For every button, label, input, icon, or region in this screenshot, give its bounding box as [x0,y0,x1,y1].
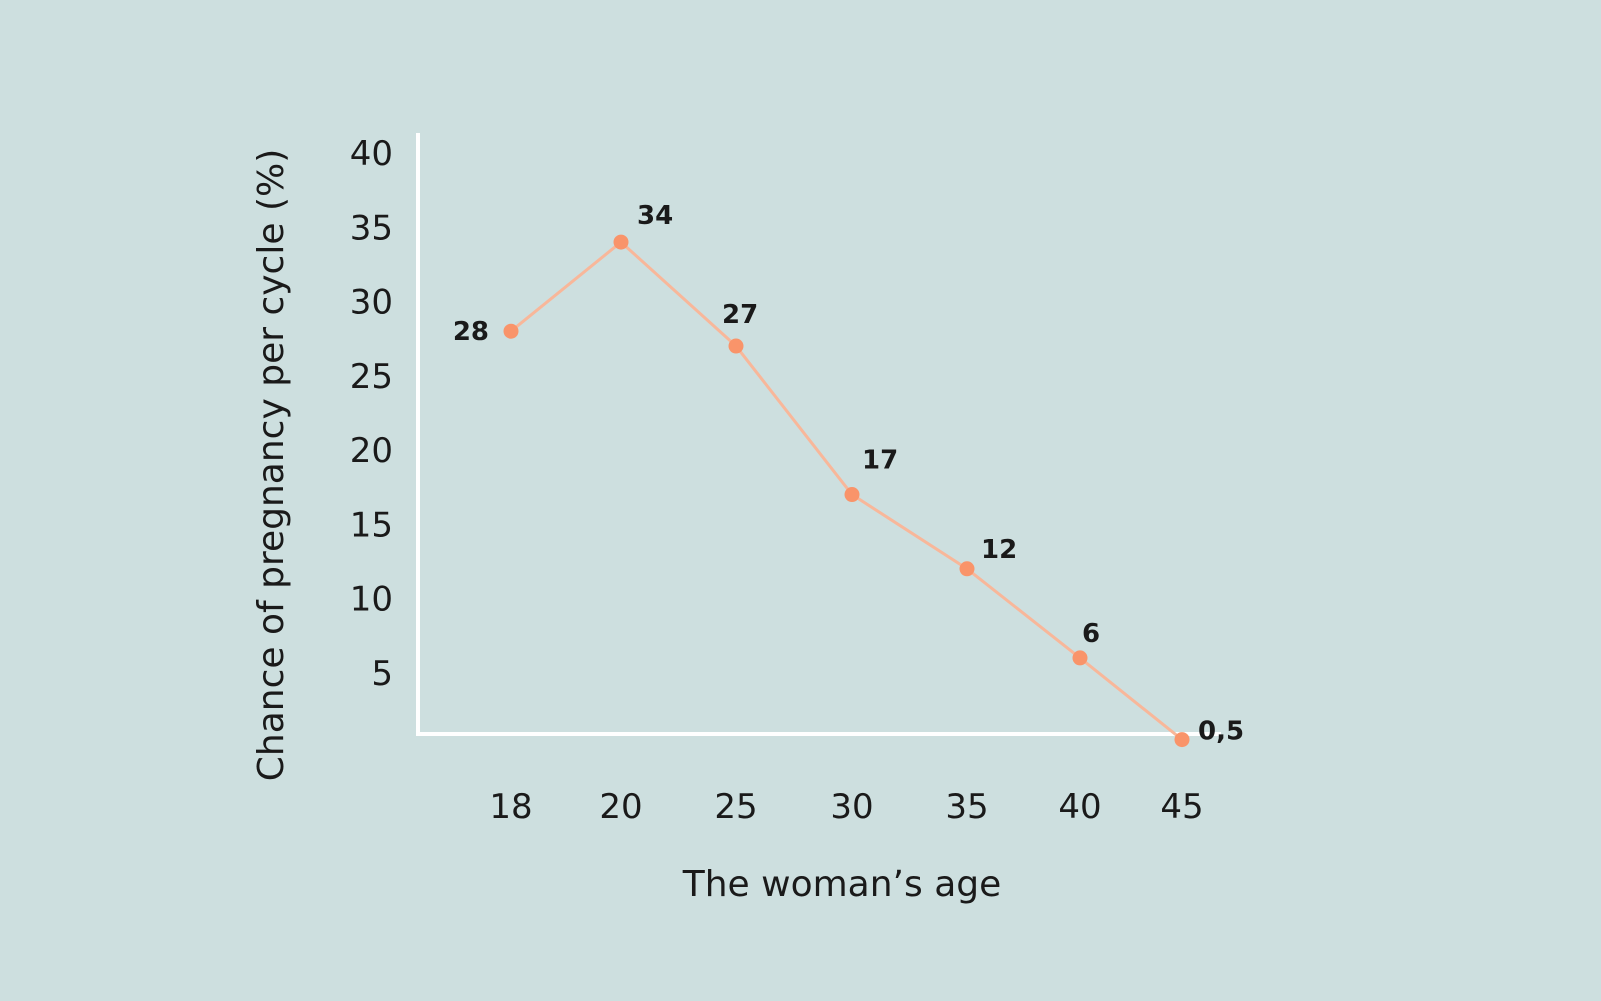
y-tick-label: 25 [350,357,393,397]
data-point [1072,650,1088,666]
x-tick-label: 40 [1058,787,1101,827]
data-point [844,487,860,503]
y-tick-label: 35 [350,208,393,248]
data-markers [503,234,1190,748]
y-tick-label: 5 [371,654,393,694]
x-tick-labels: 18 20 25 30 35 40 45 [489,787,1203,827]
y-tick-labels: 5 10 15 20 25 30 35 40 [350,134,393,694]
data-point [959,561,975,577]
data-label: 28 [453,317,489,347]
data-label: 6 [1082,619,1100,649]
x-tick-label: 30 [830,787,873,827]
axes [416,133,1221,736]
y-tick-label: 10 [350,580,393,620]
data-point [613,234,629,250]
data-labels: 28 34 27 17 12 6 0,5 [453,201,1244,746]
data-label: 17 [862,446,898,476]
data-point [728,338,744,354]
x-tick-label: 20 [599,787,642,827]
x-tick-label: 18 [489,787,532,827]
data-point [1174,732,1190,748]
data-label: 27 [722,300,758,330]
y-tick-label: 40 [350,134,393,174]
data-label: 12 [981,535,1017,565]
y-tick-label: 20 [350,431,393,471]
x-tick-label: 45 [1160,787,1203,827]
y-tick-label: 15 [350,505,393,545]
x-tick-label: 25 [714,787,757,827]
x-axis-title: The woman’s age [682,864,1002,905]
y-axis-title: Chance of pregnancy per cycle (%) [251,149,292,781]
data-label: 34 [637,201,673,231]
data-label: 0,5 [1198,717,1244,747]
y-tick-label: 30 [350,283,393,323]
data-point [503,323,519,339]
x-tick-label: 35 [945,787,988,827]
